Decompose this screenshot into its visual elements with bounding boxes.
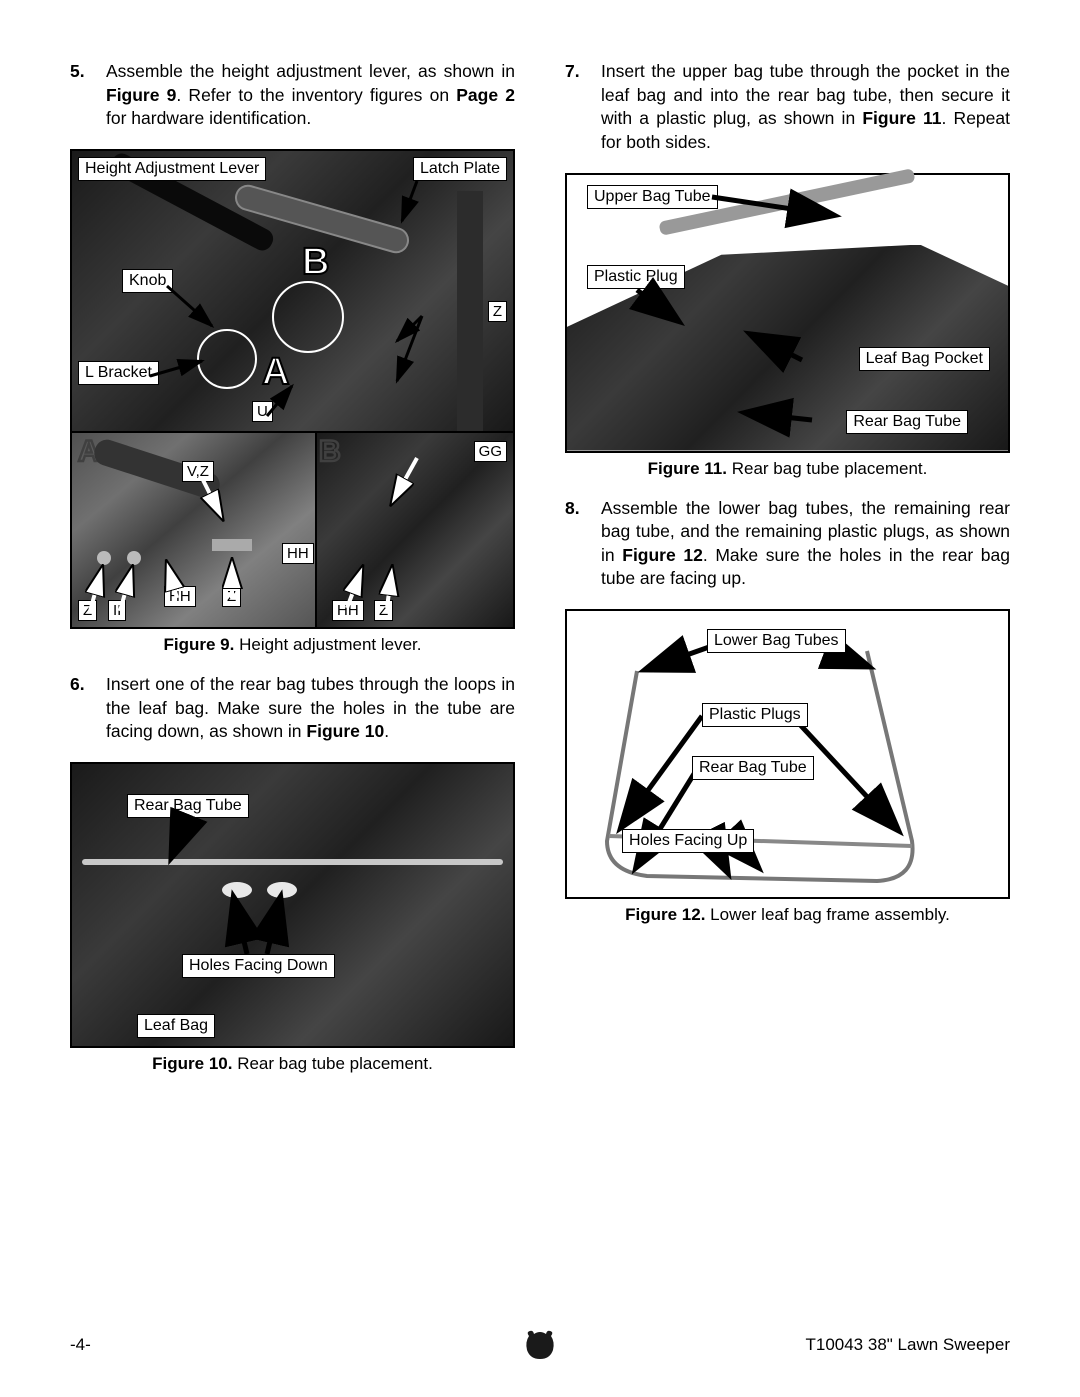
step-number: 6. [70,673,106,744]
figure12-frame [567,611,1008,897]
label-holes-facing-up: Holes Facing Up [622,829,754,853]
step-5: 5. Assemble the height adjustment lever,… [70,60,515,131]
page-number: -4- [70,1335,91,1355]
step-6: 6. Insert one of the rear bag tubes thro… [70,673,515,744]
step-8: 8. Assemble the lower bag tubes, the rem… [565,497,1010,592]
figure-11: Upper Bag Tube Plastic Plug Leaf Bag Poc… [565,173,1010,453]
bear-logo-icon [523,1328,557,1362]
figure-9-caption: Figure 9. Height adjustment lever. [70,635,515,655]
document-title: T10043 38" Lawn Sweeper [805,1335,1010,1355]
step-7: 7. Insert the upper bag tube through the… [565,60,1010,155]
figure10-arrows [72,764,513,1046]
figure-9: B A Height Adjustment Lever Latch Plate … [70,149,515,629]
step-text: Insert the upper bag tube through the po… [601,60,1010,155]
label-plastic-plugs: Plastic Plugs [702,703,808,727]
right-column: 7. Insert the upper bag tube through the… [565,60,1010,1092]
label-lower-bag-tubes: Lower Bag Tubes [707,629,846,653]
figure-10: Rear Bag Tube Holes Facing Down Leaf Bag [70,762,515,1048]
step-text: Assemble the height adjustment lever, as… [106,60,515,131]
figure11-arrows [567,175,1008,451]
figure-12: Lower Bag Tubes Plastic Plugs Rear Bag T… [565,609,1010,899]
figure-11-caption: Figure 11. Rear bag tube placement. [565,459,1010,479]
step-number: 7. [565,60,601,155]
step-number: 8. [565,497,601,592]
figure9-arrows-lower [72,433,513,631]
page-footer: -4- T10043 38" Lawn Sweeper [70,1335,1010,1355]
step-number: 5. [70,60,106,131]
step-text: Insert one of the rear bag tubes through… [106,673,515,744]
left-column: 5. Assemble the height adjustment lever,… [70,60,515,1092]
figure-12-caption: Figure 12. Lower leaf bag frame assembly… [565,905,1010,925]
step-text: Assemble the lower bag tubes, the remain… [601,497,1010,592]
figure9-arrows-upper [72,151,513,431]
label-rear-bag-tube-12: Rear Bag Tube [692,756,814,780]
figure-10-caption: Figure 10. Rear bag tube placement. [70,1054,515,1074]
